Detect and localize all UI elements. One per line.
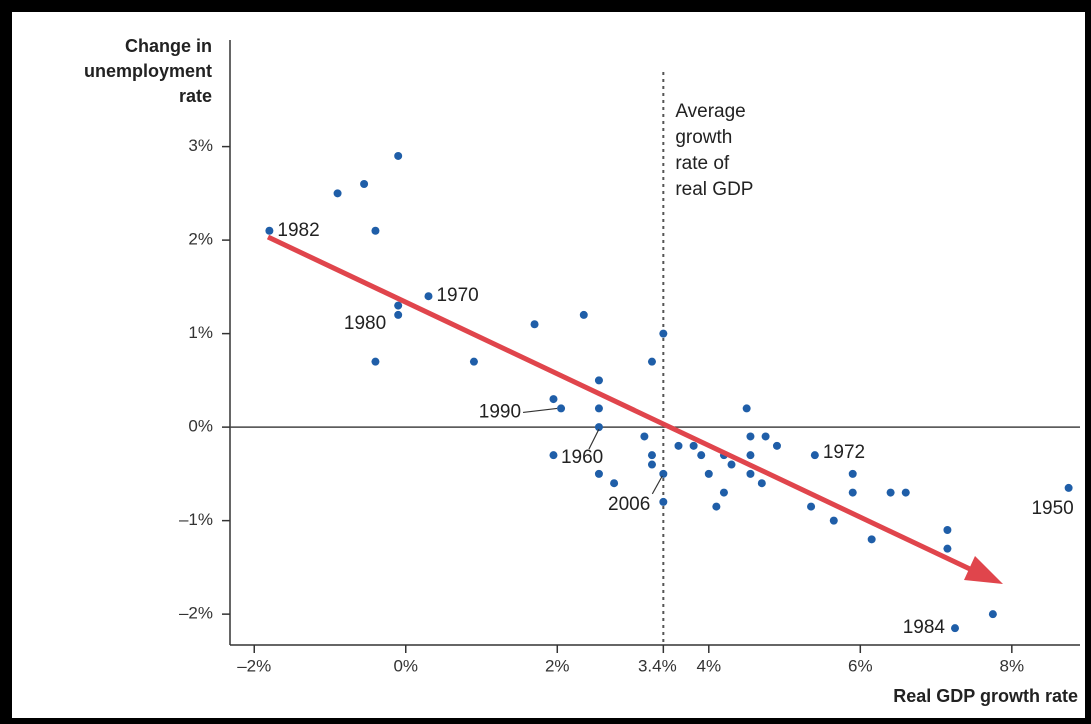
y-tick-label: 1% bbox=[188, 323, 213, 342]
data-point bbox=[943, 544, 952, 553]
reference-label: real GDP bbox=[675, 179, 753, 200]
data-point bbox=[424, 292, 433, 301]
data-point bbox=[659, 329, 668, 338]
trend-arrow bbox=[266, 234, 974, 573]
data-point bbox=[1064, 483, 1073, 492]
data-point bbox=[772, 441, 781, 450]
x-tick-label: 8% bbox=[1000, 656, 1025, 675]
data-point bbox=[594, 376, 603, 385]
data-point bbox=[394, 310, 403, 319]
x-tick-label: –2% bbox=[237, 656, 271, 675]
data-point bbox=[469, 357, 478, 366]
data-point bbox=[549, 395, 558, 404]
data-point bbox=[807, 502, 816, 511]
reference-label: growth bbox=[675, 127, 732, 148]
data-point bbox=[719, 488, 728, 497]
data-point bbox=[727, 460, 736, 469]
data-point bbox=[988, 610, 997, 619]
data-point bbox=[704, 469, 713, 478]
data-point bbox=[557, 404, 566, 413]
data-point bbox=[712, 502, 721, 511]
y-tick-label: –1% bbox=[179, 510, 213, 529]
data-point bbox=[640, 432, 649, 441]
data-point bbox=[647, 451, 656, 460]
y-axis-title: Change in bbox=[125, 36, 212, 56]
x-tick-label: 0% bbox=[393, 656, 418, 675]
data-point bbox=[746, 432, 755, 441]
data-point bbox=[746, 451, 755, 460]
data-point bbox=[659, 497, 668, 506]
x-tick-label: 4% bbox=[696, 656, 721, 675]
data-point bbox=[848, 488, 857, 497]
data-point bbox=[530, 320, 539, 329]
data-point bbox=[674, 441, 683, 450]
leader-line bbox=[588, 428, 600, 450]
data-point bbox=[647, 357, 656, 366]
point-label: 1970 bbox=[436, 285, 478, 306]
data-point bbox=[886, 488, 895, 497]
x-tick-label: 6% bbox=[848, 656, 873, 675]
data-point bbox=[333, 189, 342, 198]
point-label: 1950 bbox=[1031, 498, 1073, 519]
y-axis-title: rate bbox=[179, 86, 212, 106]
point-label: 2006 bbox=[608, 494, 650, 515]
data-point bbox=[265, 226, 274, 235]
data-point bbox=[549, 451, 558, 460]
data-point bbox=[757, 479, 766, 488]
point-label: 1980 bbox=[344, 313, 386, 334]
point-label: 1984 bbox=[903, 617, 946, 638]
y-axis-title: unemployment bbox=[84, 61, 212, 81]
leader-line bbox=[522, 407, 558, 414]
reference-label: Average bbox=[675, 101, 745, 122]
point-label: 1972 bbox=[823, 442, 865, 463]
data-point bbox=[647, 460, 656, 469]
point-label: 1982 bbox=[277, 220, 319, 241]
data-point bbox=[579, 310, 588, 319]
data-point bbox=[810, 451, 819, 460]
data-point bbox=[689, 441, 698, 450]
y-tick-label: 0% bbox=[188, 417, 213, 436]
data-point bbox=[371, 226, 380, 235]
data-point bbox=[394, 151, 403, 160]
data-point bbox=[951, 624, 959, 633]
data-point bbox=[360, 180, 369, 189]
point-label: 1990 bbox=[479, 401, 521, 422]
data-point bbox=[943, 525, 952, 534]
plot: 3% 2% 1% 0% –1% –2% –2% 0% 2% 3.4% 4% 6% 8% Average gr… bbox=[84, 36, 1080, 706]
x-tick-label: 2% bbox=[545, 656, 570, 675]
data-point bbox=[848, 469, 857, 478]
canvas bbox=[12, 12, 1085, 718]
data-point bbox=[594, 469, 603, 478]
data-point bbox=[371, 357, 380, 366]
y-tick-label: –2% bbox=[179, 604, 213, 623]
data-point bbox=[746, 469, 755, 478]
data-point bbox=[829, 516, 838, 525]
leader-line bbox=[651, 475, 663, 495]
data-point bbox=[761, 432, 770, 441]
y-tick-label: 3% bbox=[188, 136, 213, 155]
data-point bbox=[697, 451, 706, 460]
reference-label: rate of bbox=[675, 153, 730, 174]
x-tick-label: 3.4% bbox=[638, 656, 677, 675]
data-point bbox=[901, 488, 910, 497]
data-point bbox=[659, 469, 668, 478]
point-label: 1960 bbox=[561, 447, 603, 468]
data-point bbox=[867, 535, 876, 544]
x-axis-title: Real GDP growth rate bbox=[893, 686, 1078, 706]
data-point bbox=[594, 404, 603, 413]
data-point bbox=[742, 404, 751, 413]
data-point bbox=[594, 423, 603, 432]
data-point bbox=[394, 301, 403, 310]
data-point bbox=[610, 479, 619, 488]
trend-arrow-head bbox=[964, 556, 1003, 584]
y-tick-label: 2% bbox=[188, 230, 213, 249]
